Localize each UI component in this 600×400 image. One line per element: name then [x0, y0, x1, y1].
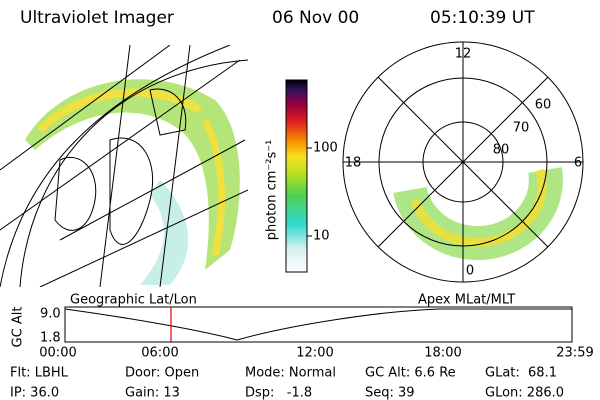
mlt-label: 0 — [466, 264, 474, 279]
graticule — [0, 45, 248, 287]
x-tick-label: 00:00 — [39, 346, 76, 361]
geo-map — [0, 45, 248, 287]
aurora-band — [25, 79, 240, 270]
colorbar-tick-label: 100 — [313, 141, 338, 156]
aurora-core — [201, 118, 226, 256]
status-field: Seq: 39 — [365, 386, 415, 400]
aurora-faint — [140, 180, 189, 285]
status-field: GLat: 68.1 — [485, 366, 557, 381]
colorbar-tick-label: 10 — [313, 229, 330, 244]
lat-label: 70 — [513, 121, 530, 136]
time: 05:10:39 UT — [430, 8, 535, 28]
x-tick-label: 12:00 — [296, 346, 333, 361]
status-field: Flt: LBHL — [10, 366, 69, 381]
plot-title: Geographic Lat/Lon — [70, 293, 197, 308]
status-field: GLon: 286.0 — [485, 386, 564, 400]
aurora-band — [393, 167, 563, 261]
date: 06 Nov 00 — [272, 8, 359, 28]
mlt-label: 18 — [345, 156, 362, 171]
x-tick-label: 23:59 — [556, 346, 593, 361]
footer: Flt: LBHL Door: Open Mode: Normal GC Alt: 6… — [10, 366, 564, 400]
status-field: Door: Open — [125, 366, 199, 381]
lat-label: 60 — [535, 98, 552, 113]
plot-title: Apex MLat/MLT — [418, 293, 515, 308]
graticule — [0, 45, 248, 287]
instrument: Ultraviolet Imager — [20, 8, 174, 28]
status-field: GC Alt: 6.6 Re — [365, 366, 456, 381]
y-tick-label: 1.8 — [40, 331, 61, 346]
mlt-label: 6 — [574, 156, 582, 171]
colorbar — [285, 79, 308, 273]
polar-spoke — [343, 42, 583, 282]
status-field: Dsp: -1.8 — [245, 386, 312, 400]
altitude-frame — [64, 306, 573, 343]
y-tick-label: 9.0 — [40, 307, 61, 322]
altitude-curve — [64, 308, 572, 341]
x-tick-label: 06:00 — [141, 346, 178, 361]
colorbar-label: photon cm⁻²s⁻¹ — [265, 140, 280, 241]
x-tick-label: 18:00 — [424, 346, 461, 361]
axis-label: GC Alt — [11, 307, 26, 348]
polar-aurora — [393, 167, 563, 261]
status-field: Gain: 13 — [125, 386, 180, 400]
status-field: IP: 36.0 — [10, 386, 59, 400]
status-field: Mode: Normal — [245, 366, 336, 381]
mlt-label: 12 — [455, 47, 472, 62]
lat-label: 80 — [493, 143, 510, 158]
